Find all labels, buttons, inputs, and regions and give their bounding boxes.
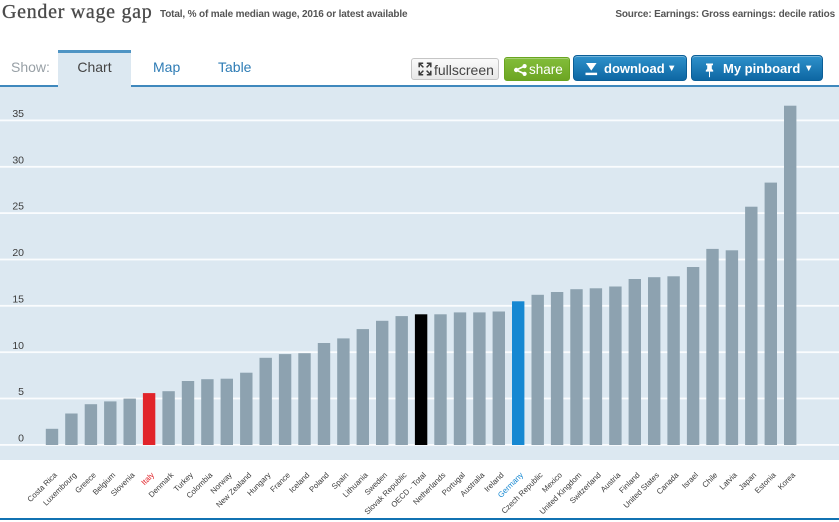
svg-text:35: 35 [12, 108, 24, 120]
svg-text:25: 25 [12, 201, 24, 213]
svg-text:Chile: Chile [700, 471, 719, 490]
svg-text:10: 10 [12, 340, 24, 352]
svg-text:5: 5 [18, 386, 24, 398]
svg-text:Iceland: Iceland [287, 471, 311, 495]
svg-text:Korea: Korea [776, 470, 798, 492]
svg-text:Israel: Israel [680, 470, 700, 490]
svg-text:30: 30 [12, 154, 24, 166]
svg-text:Poland: Poland [307, 471, 331, 495]
svg-text:Italy: Italy [140, 470, 157, 487]
svg-text:Canada: Canada [655, 470, 681, 496]
svg-text:0: 0 [18, 433, 24, 445]
svg-text:Estonia: Estonia [753, 470, 778, 495]
svg-text:15: 15 [12, 293, 24, 305]
svg-text:20: 20 [12, 247, 24, 259]
svg-text:Latvia: Latvia [718, 470, 740, 492]
